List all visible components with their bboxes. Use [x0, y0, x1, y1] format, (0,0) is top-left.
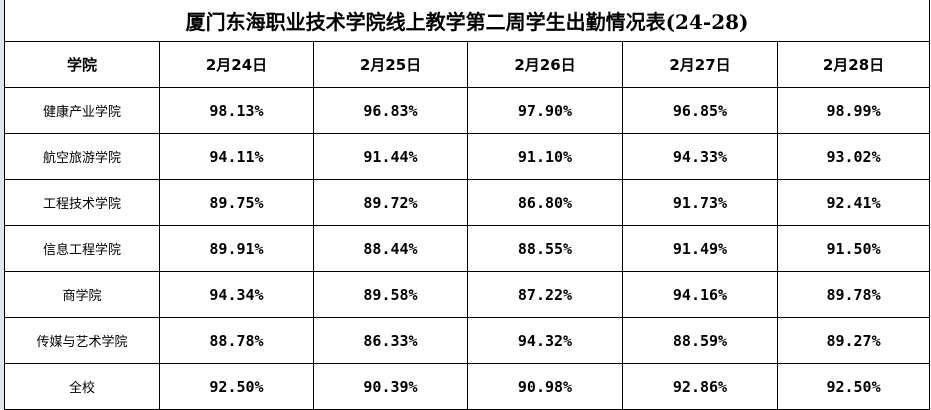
attendance-rate: 88.55% [467, 225, 623, 272]
attendance-rate: 88.44% [313, 225, 468, 272]
attendance-rate: 94.32% [467, 317, 623, 364]
attendance-rate: 91.44% [313, 133, 468, 180]
attendance-rate: 94.11% [159, 133, 314, 180]
attendance-rate: 88.59% [622, 317, 778, 364]
college-name: 全校 [4, 363, 160, 410]
attendance-rate: 96.85% [622, 87, 778, 134]
attendance-rate: 88.78% [159, 317, 314, 364]
attendance-rate: 98.13% [159, 87, 314, 134]
college-name: 信息工程学院 [4, 225, 160, 272]
attendance-rate: 93.02% [776, 133, 931, 180]
title-row: 厦门东海职业技术学院线上教学第二周学生出勤情况表(24-28) [3, 0, 931, 42]
attendance-rate: 89.27% [776, 317, 931, 364]
header-date: 2月26日 [467, 41, 623, 88]
attendance-rate: 94.34% [159, 271, 314, 318]
header-college: 学院 [4, 41, 160, 88]
attendance-rate: 91.10% [467, 133, 623, 180]
attendance-rate: 89.75% [159, 179, 314, 226]
college-name: 健康产业学院 [4, 87, 160, 134]
attendance-rate: 89.78% [776, 271, 931, 318]
attendance-rate: 94.33% [622, 133, 778, 180]
attendance-rate: 92.41% [776, 179, 931, 226]
attendance-rate: 96.83% [313, 87, 468, 134]
attendance-rate: 90.98% [467, 363, 623, 410]
header-date: 2月24日 [159, 41, 314, 88]
attendance-rate: 91.50% [776, 225, 931, 272]
college-name: 工程技术学院 [4, 179, 160, 226]
attendance-rate: 90.39% [313, 363, 468, 410]
table-row: 商学院 94.34% 89.58% 87.22% 94.16% 89.78% [4, 271, 931, 318]
table-row: 传媒与艺术学院 88.78% 86.33% 94.32% 88.59% 89.27% [4, 317, 931, 364]
attendance-rate: 98.99% [776, 87, 931, 134]
attendance-rate: 86.80% [467, 179, 623, 226]
table-row: 航空旅游学院 94.11% 91.44% 91.10% 94.33% 93.02% [4, 133, 931, 180]
attendance-rate: 87.22% [467, 271, 623, 318]
table-row: 工程技术学院 89.75% 89.72% 86.80% 91.73% 92.41% [4, 179, 931, 226]
college-name: 传媒与艺术学院 [4, 317, 160, 364]
attendance-rate: 86.33% [313, 317, 468, 364]
header-date: 2月28日 [776, 41, 931, 88]
table-title: 厦门东海职业技术学院线上教学第二周学生出勤情况表(24-28) [3, 0, 931, 42]
table-row: 健康产业学院 98.13% 96.83% 97.90% 96.85% 98.99% [4, 87, 931, 134]
header-row: 学院 2月24日 2月25日 2月26日 2月27日 2月28日 [4, 41, 931, 88]
attendance-table: 厦门东海职业技术学院线上教学第二周学生出勤情况表(24-28) 学院 2月24日… [3, 0, 931, 410]
header-date: 2月27日 [622, 41, 778, 88]
attendance-rate: 91.49% [622, 225, 778, 272]
table-row: 全校 92.50% 90.39% 90.98% 92.86% 92.50% [4, 363, 931, 410]
attendance-rate: 97.90% [467, 87, 623, 134]
table-row: 信息工程学院 89.91% 88.44% 88.55% 91.49% 91.50% [4, 225, 931, 272]
window-edge [0, 0, 4, 409]
attendance-rate: 92.50% [776, 363, 931, 410]
college-name: 航空旅游学院 [4, 133, 160, 180]
attendance-rate: 92.86% [622, 363, 778, 410]
attendance-rate: 89.91% [159, 225, 314, 272]
attendance-rate: 89.58% [313, 271, 468, 318]
header-date: 2月25日 [313, 41, 468, 88]
attendance-rate: 94.16% [622, 271, 778, 318]
attendance-rate: 92.50% [159, 363, 314, 410]
attendance-rate: 89.72% [313, 179, 468, 226]
attendance-rate: 91.73% [622, 179, 778, 226]
college-name: 商学院 [4, 271, 160, 318]
